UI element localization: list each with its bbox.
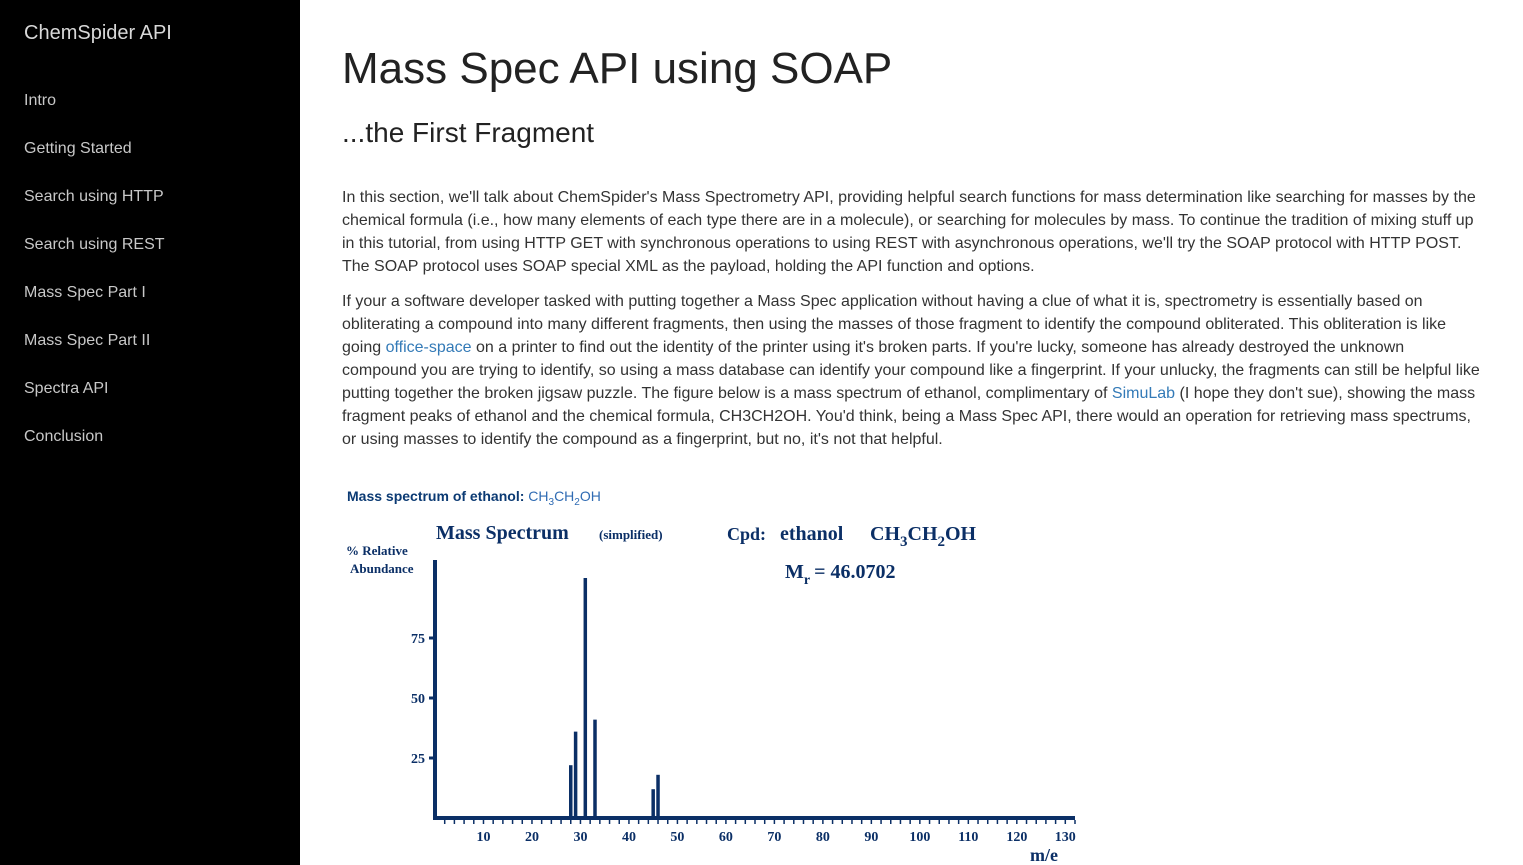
y-tick-label: 50 — [411, 692, 425, 707]
formula-subscript: 2 — [938, 534, 946, 550]
intro-paragraph: In this section, we'll talk about ChemSp… — [342, 189, 1476, 275]
formula-part: CH — [554, 488, 575, 504]
chart-title-note: (simplified) — [599, 527, 663, 542]
simulab-link[interactable]: SimuLab — [1111, 385, 1176, 402]
y-tick-label: 75 — [411, 632, 425, 647]
nav-item-getting-started[interactable]: Getting Started — [24, 140, 132, 157]
formula-part: OH — [579, 488, 601, 504]
x-tick-label: 120 — [1006, 830, 1027, 845]
cpd-name: ethanol — [780, 523, 844, 545]
x-tick-label: 90 — [864, 830, 878, 845]
y-axis-label-line2: Abundance — [350, 561, 414, 576]
formula-part: CH — [908, 523, 938, 545]
y-tick-label: 25 — [411, 752, 425, 767]
x-tick-label: 10 — [476, 830, 490, 845]
caption-formula: CH3CH2OH — [528, 488, 601, 508]
molar-mass: Mr = 46.0702 — [785, 561, 896, 588]
mr-label: M — [785, 561, 804, 583]
sidebar-nav: Intro Getting Started Search using HTTP … — [24, 90, 165, 474]
page-title: Mass Spec API using SOAP — [342, 44, 893, 93]
paragraph-text: on a printer to find out the identity of… — [342, 339, 1480, 402]
sidebar: ChemSpider API Intro Getting Started Sea… — [0, 0, 300, 865]
page-subtitle: ...the First Fragment — [342, 117, 595, 148]
mr-subscript: r — [804, 573, 810, 588]
paragraph-text: If your a software developer tasked with… — [342, 293, 1447, 356]
x-tick-label: 50 — [670, 830, 684, 845]
formula-part: CH — [528, 488, 549, 504]
paragraph-text: (I hope they don't sue), showing the mas… — [342, 385, 1476, 448]
mass-spectrum-figure: Mass spectrum of ethanol: CH3CH2OH Mass … — [342, 482, 1082, 865]
x-tick-label: 40 — [622, 830, 636, 845]
nav-item-spectra-api[interactable]: Spectra API — [24, 380, 109, 397]
x-tick-label: 110 — [958, 830, 978, 845]
caption-label: Mass spectrum of ethanol: — [347, 488, 525, 504]
mr-value: = 46.0702 — [814, 561, 895, 583]
chart-plot-area: 10 20 30 40 50 60 70 80 90 100 110 120 130 25 50 75 — [411, 560, 1076, 845]
nav-item-mass-spec-part-1[interactable]: Mass Spec Part I — [24, 284, 146, 301]
formula-part: CH — [870, 523, 900, 545]
chart-title: Mass Spectrum — [436, 522, 569, 544]
nav-item-conclusion[interactable]: Conclusion — [24, 428, 104, 445]
x-tick-label: 100 — [909, 830, 930, 845]
office-space-link[interactable]: office-space — [385, 339, 472, 356]
brand-title[interactable]: ChemSpider API — [24, 22, 172, 44]
x-tick-label: 20 — [525, 830, 539, 845]
spectrum-chart: Mass Spectrum (simplified) Cpd: ethanol … — [346, 522, 1076, 865]
y-axis-label-line1: % Relative — [346, 543, 408, 558]
formula-subscript: 2 — [574, 496, 580, 508]
cpd-formula: CH3CH2OH — [870, 523, 977, 550]
formula-part: OH — [945, 523, 977, 545]
nav-item-mass-spec-part-2[interactable]: Mass Spec Part II — [24, 332, 151, 349]
x-tick-label: 60 — [719, 830, 733, 845]
figure-caption: Mass spectrum of ethanol: CH3CH2OH — [347, 488, 601, 508]
cpd-label: Cpd: — [727, 524, 766, 544]
x-tick-label: 130 — [1055, 830, 1076, 845]
nav-item-search-http[interactable]: Search using HTTP — [24, 188, 164, 205]
formula-subscript: 3 — [548, 496, 555, 508]
nav-item-search-rest[interactable]: Search using REST — [24, 236, 165, 253]
x-tick-label: 70 — [767, 830, 781, 845]
x-tick-label: 80 — [816, 830, 830, 845]
formula-subscript: 3 — [900, 534, 908, 550]
nav-item-intro[interactable]: Intro — [24, 92, 57, 109]
explanation-paragraph: If your a software developer tasked with… — [342, 290, 1482, 451]
x-tick-label: 30 — [573, 830, 587, 845]
x-axis-label: m/e — [1030, 845, 1058, 865]
